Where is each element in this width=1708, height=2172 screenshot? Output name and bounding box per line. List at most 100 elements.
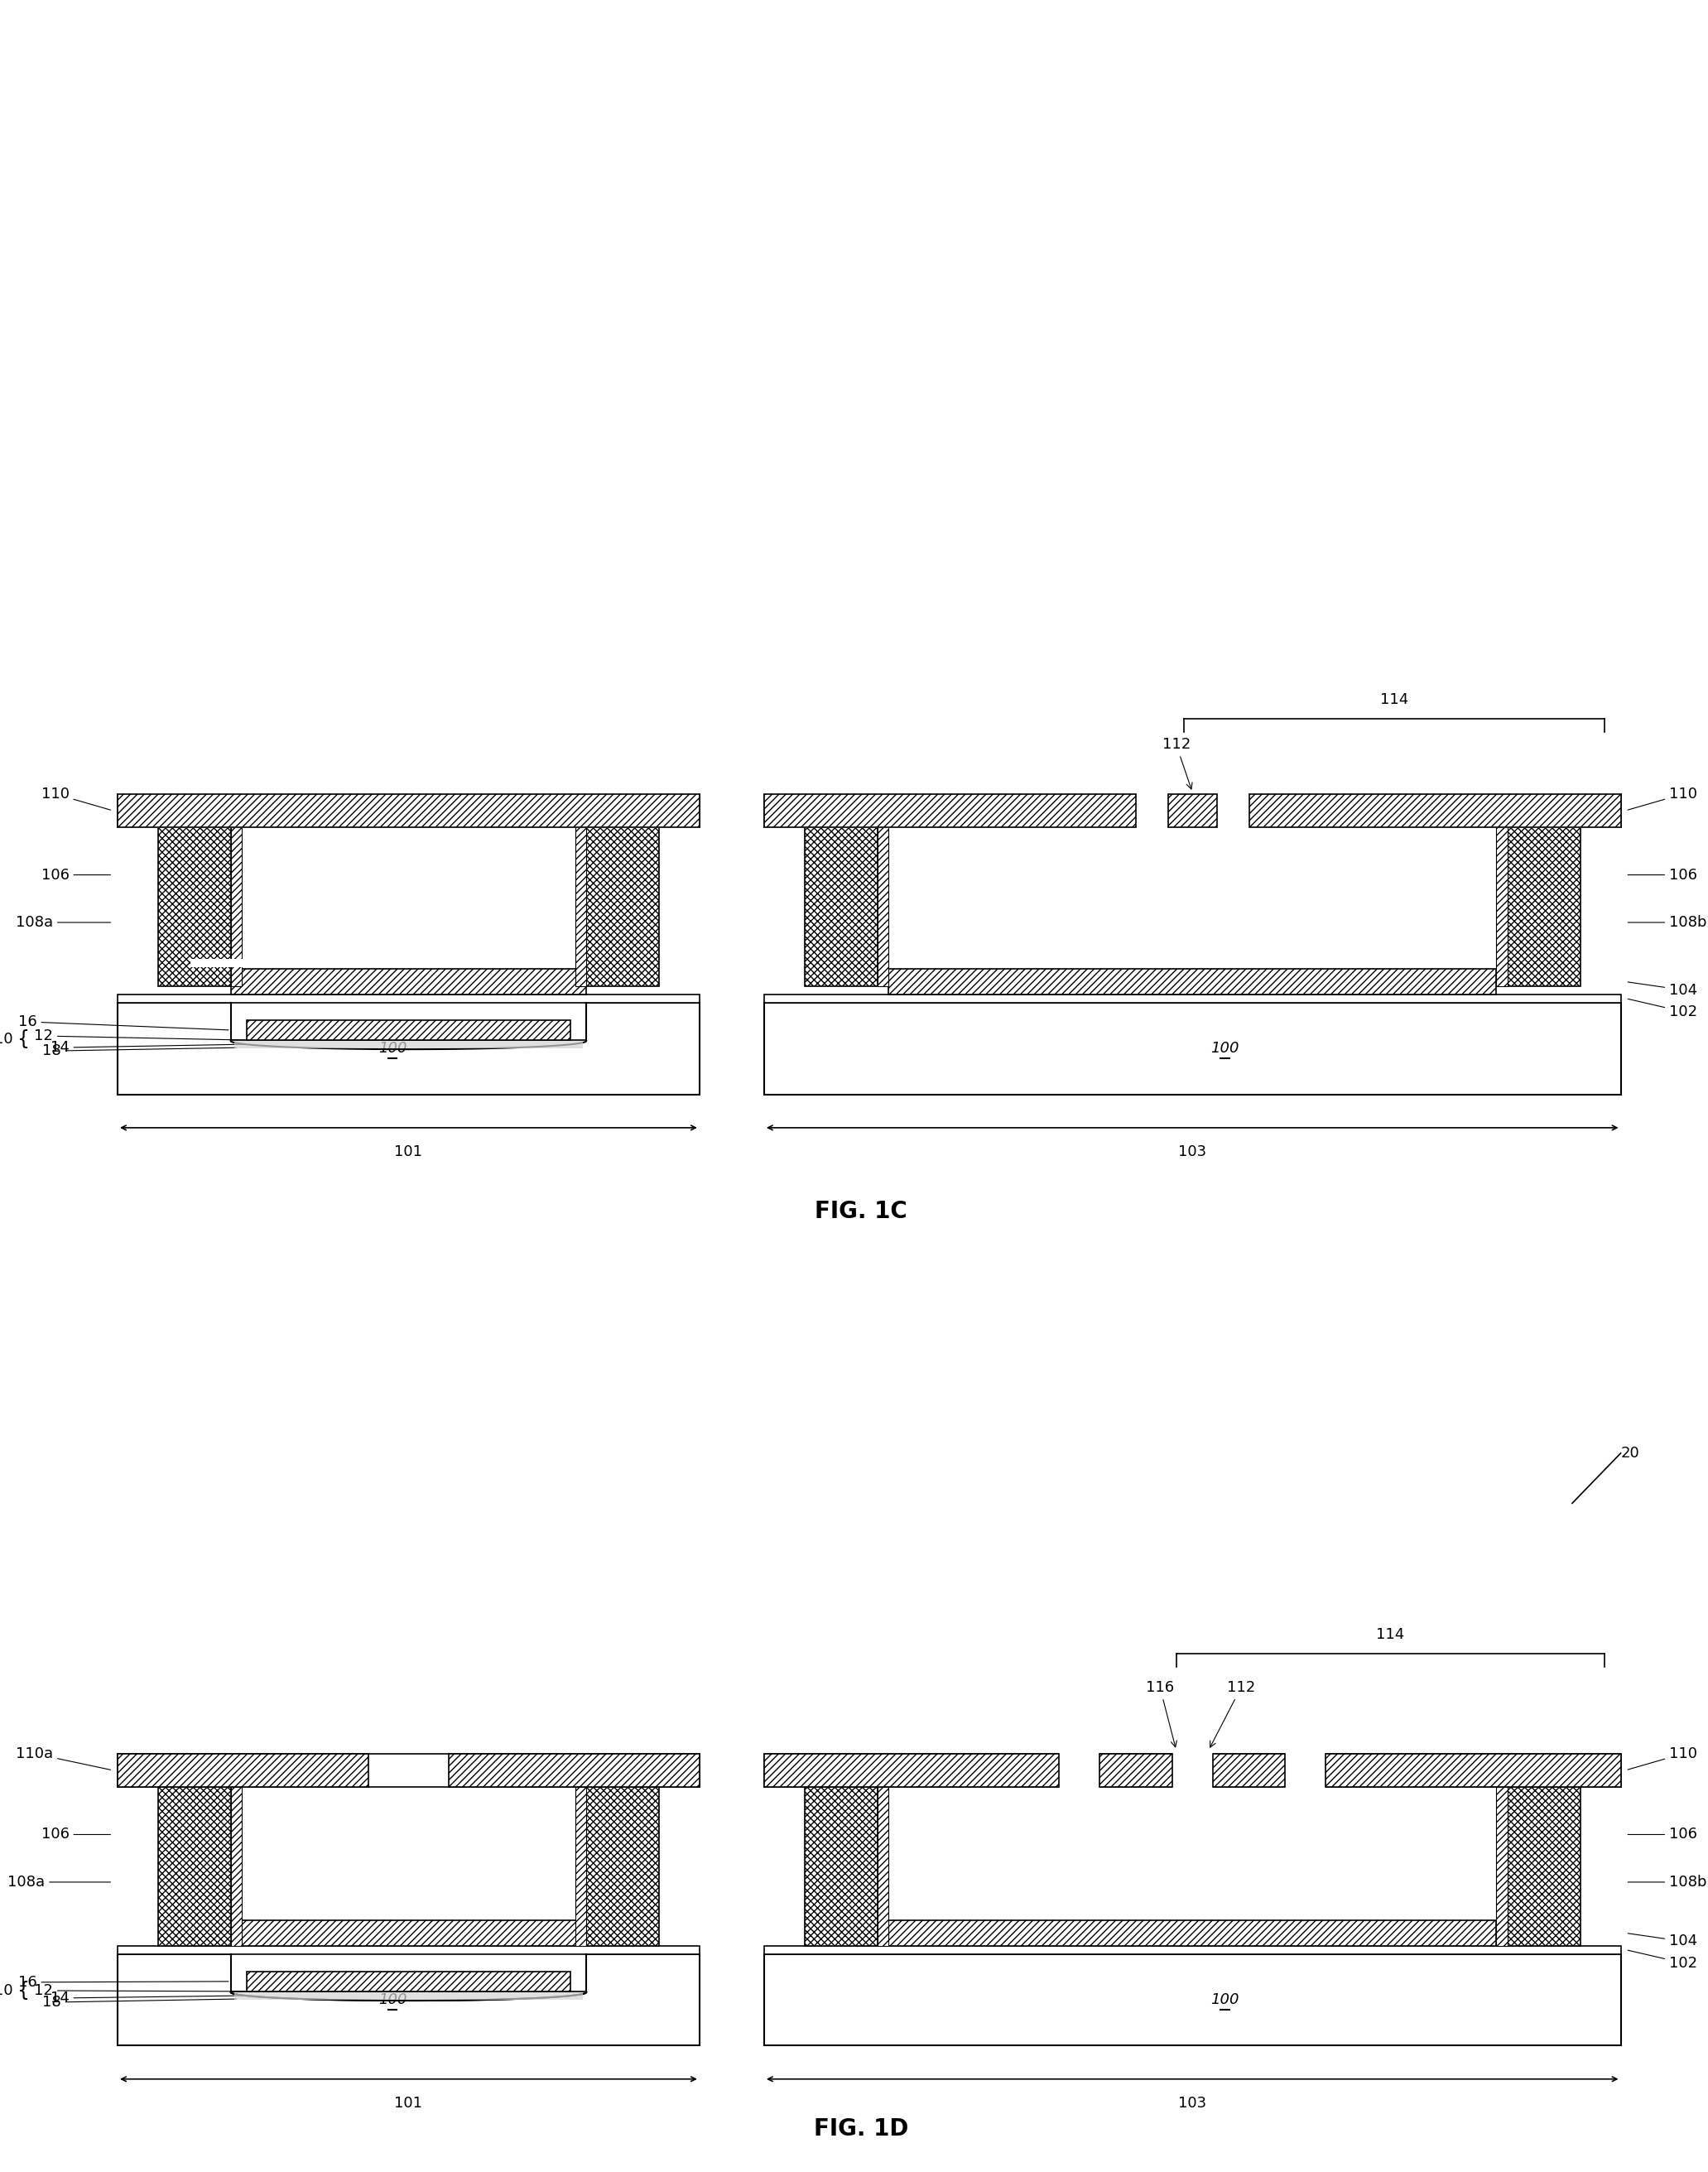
Bar <box>1213 1753 1286 1788</box>
Text: 106: 106 <box>41 867 111 882</box>
Text: 102: 102 <box>1628 999 1698 1019</box>
Bar <box>118 1003 700 1095</box>
Bar <box>1325 1753 1621 1788</box>
Text: 10: 10 <box>0 1983 12 1998</box>
Bar <box>159 1788 231 1946</box>
Text: 102: 102 <box>1628 1950 1698 1970</box>
Bar <box>118 795 700 828</box>
Bar <box>576 828 586 986</box>
Bar <box>763 1753 1059 1788</box>
Text: 112: 112 <box>1209 1681 1255 1746</box>
Text: 12: 12 <box>34 1983 244 1998</box>
Text: 101: 101 <box>395 2096 422 2111</box>
Text: 112: 112 <box>1161 736 1192 788</box>
Bar <box>118 795 700 828</box>
Text: 104: 104 <box>1628 1933 1698 1948</box>
Text: 103: 103 <box>1179 1145 1206 1160</box>
Bar <box>1100 1753 1172 1788</box>
Bar <box>576 1788 586 1946</box>
Text: 106: 106 <box>1628 867 1698 882</box>
Bar <box>804 828 878 986</box>
Bar <box>586 828 659 986</box>
Bar <box>1059 1753 1100 1790</box>
Text: 101: 101 <box>395 1145 422 1160</box>
Text: 100: 100 <box>377 1992 407 2007</box>
Bar <box>1508 828 1580 986</box>
Text: 14: 14 <box>50 1992 244 2005</box>
Text: 18: 18 <box>43 1043 236 1058</box>
Bar <box>878 828 888 986</box>
Text: 18: 18 <box>43 1994 236 2009</box>
Bar <box>763 1946 1621 1955</box>
Text: 16: 16 <box>19 1014 229 1030</box>
Text: FIG. 1D: FIG. 1D <box>813 2118 909 2142</box>
Bar <box>1163 817 1238 830</box>
Bar <box>118 995 700 1003</box>
Bar <box>231 828 243 986</box>
Text: 110: 110 <box>1628 786 1698 810</box>
Text: 16: 16 <box>19 1974 229 1990</box>
Bar <box>118 1946 700 1955</box>
Bar <box>1249 795 1621 828</box>
Bar <box>231 969 586 995</box>
Bar <box>804 1788 878 1946</box>
Text: 12: 12 <box>34 1030 244 1043</box>
Text: 103: 103 <box>1179 2096 1206 2111</box>
Bar <box>878 1788 888 1946</box>
Bar <box>118 1955 700 2046</box>
Text: 110a: 110a <box>15 1746 111 1770</box>
Text: 108a: 108a <box>15 914 111 930</box>
Bar <box>1160 808 1242 828</box>
Bar <box>763 1955 1621 2046</box>
Text: 10: 10 <box>0 1032 12 1047</box>
Bar <box>1286 1753 1325 1790</box>
Text: {: { <box>17 1981 29 2000</box>
Bar <box>763 995 1621 1003</box>
Text: {: { <box>17 1030 29 1049</box>
Bar <box>369 1753 449 1790</box>
Text: 20: 20 <box>1621 1447 1640 1460</box>
Bar <box>1508 1788 1580 1946</box>
Bar <box>234 1040 582 1049</box>
Text: 114: 114 <box>1377 1627 1404 1642</box>
Bar <box>118 1753 369 1788</box>
Text: 14: 14 <box>50 1040 244 1056</box>
Bar <box>1496 828 1508 986</box>
Text: 100: 100 <box>377 1040 407 1056</box>
Text: 106: 106 <box>41 1827 111 1842</box>
Bar <box>1172 1753 1213 1790</box>
Bar <box>231 1788 243 1946</box>
Bar <box>763 1753 1621 1788</box>
Text: FIG. 1C: FIG. 1C <box>815 1199 907 1223</box>
Bar <box>118 793 700 828</box>
Bar <box>449 1753 700 1788</box>
Text: 114: 114 <box>1380 693 1409 708</box>
Bar <box>763 1003 1621 1095</box>
Text: 106: 106 <box>1628 1827 1698 1842</box>
Bar <box>231 1953 586 2005</box>
Text: 110: 110 <box>1628 1746 1698 1770</box>
Bar <box>586 1788 659 1946</box>
Bar <box>118 1753 700 1788</box>
Bar <box>763 795 1136 828</box>
Bar <box>231 1920 586 1946</box>
Bar <box>763 793 1621 828</box>
Bar <box>1168 795 1216 828</box>
Text: 110: 110 <box>41 786 111 810</box>
Text: 100: 100 <box>1211 1992 1238 2007</box>
Bar <box>888 969 1496 995</box>
Bar <box>248 1021 570 1040</box>
Bar <box>888 1920 1496 1946</box>
Bar <box>763 795 1621 828</box>
Text: 104: 104 <box>1628 982 1698 997</box>
Text: 116: 116 <box>1146 1681 1177 1746</box>
Bar <box>190 960 514 967</box>
Bar <box>248 1972 570 1992</box>
Bar <box>1496 1788 1508 1946</box>
Bar <box>159 828 231 986</box>
Bar <box>234 1992 582 2000</box>
Bar <box>231 1001 586 1053</box>
Text: 108b: 108b <box>1628 914 1706 930</box>
Text: 108a: 108a <box>7 1874 111 1890</box>
Text: 100: 100 <box>1211 1040 1238 1056</box>
